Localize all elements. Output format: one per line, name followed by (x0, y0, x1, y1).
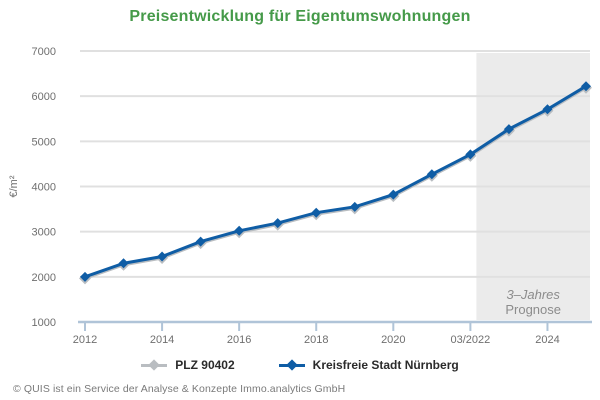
y-tick-label: 1000 (32, 317, 56, 329)
x-tick-label: 2020 (381, 334, 405, 346)
x-tick-label: 2014 (150, 334, 174, 346)
x-tick-label: 2024 (535, 334, 559, 346)
legend-marker-kreisfreie-stadt-nuernberg-icon (278, 359, 305, 371)
y-tick-label: 6000 (32, 91, 56, 103)
y-tick-label: 7000 (32, 46, 56, 58)
forecast-label-line2: Prognose (505, 302, 561, 317)
legend-label-plz-90402: PLZ 90402 (175, 358, 235, 372)
forecast-label: 3–Jahres Prognose (476, 287, 590, 317)
forecast-label-line1: 3–Jahres (506, 287, 560, 302)
series-marker-kreisfreie-stadt-n-rnberg (426, 169, 437, 180)
y-tick-label: 3000 (32, 227, 56, 239)
series-marker-kreisfreie-stadt-n-rnberg (195, 236, 206, 247)
series-marker-kreisfreie-stadt-n-rnberg (542, 104, 553, 115)
legend: PLZ 90402 Kreisfreie Stadt Nürnberg (0, 356, 600, 374)
series-marker-kreisfreie-stadt-n-rnberg (465, 149, 476, 160)
series-marker-kreisfreie-stadt-n-rnberg (118, 258, 129, 269)
series-marker-kreisfreie-stadt-n-rnberg (157, 251, 168, 262)
series-marker-kreisfreie-stadt-n-rnberg (272, 218, 283, 229)
x-tick-label: 2012 (73, 334, 97, 346)
series-marker-kreisfreie-stadt-n-rnberg (349, 201, 360, 212)
x-tick-label: 03/2022 (451, 334, 491, 346)
x-tick-label: 2018 (304, 334, 328, 346)
legend-item-plz-90402: PLZ 90402 (141, 358, 235, 372)
y-tick-label: 4000 (32, 182, 56, 194)
series-marker-kreisfreie-stadt-n-rnberg (388, 189, 399, 200)
x-tick-label: 2016 (227, 334, 251, 346)
legend-label-kreisfreie-stadt-nuernberg: Kreisfreie Stadt Nürnberg (312, 358, 459, 372)
series-marker-kreisfreie-stadt-n-rnberg (311, 207, 322, 218)
y-tick-label: 5000 (32, 136, 56, 148)
series-marker-kreisfreie-stadt-n-rnberg (581, 81, 591, 92)
legend-item-kreisfreie-stadt-nuernberg: Kreisfreie Stadt Nürnberg (278, 358, 459, 372)
series-marker-kreisfreie-stadt-n-rnberg (234, 225, 245, 236)
series-line-kreisfreie-stadt-n-rnberg (84, 84, 587, 279)
series-marker-kreisfreie-stadt-n-rnberg (80, 271, 90, 282)
price-line-chart: 1000 2000 3000 4000 5000 6000 7000 €/m² 2012 2014… (8, 46, 592, 346)
chart-title: Preisentwicklung für Eigentumswohnungen (129, 8, 471, 25)
copyright-note: © QUIS ist ein Service der Analyse & Kon… (13, 383, 346, 395)
y-tick-label: 2000 (32, 272, 56, 284)
y-axis-label: €/m² (8, 175, 20, 197)
series-marker-kreisfreie-stadt-n-rnberg (503, 124, 514, 135)
legend-marker-plz-90402-icon (141, 359, 168, 371)
